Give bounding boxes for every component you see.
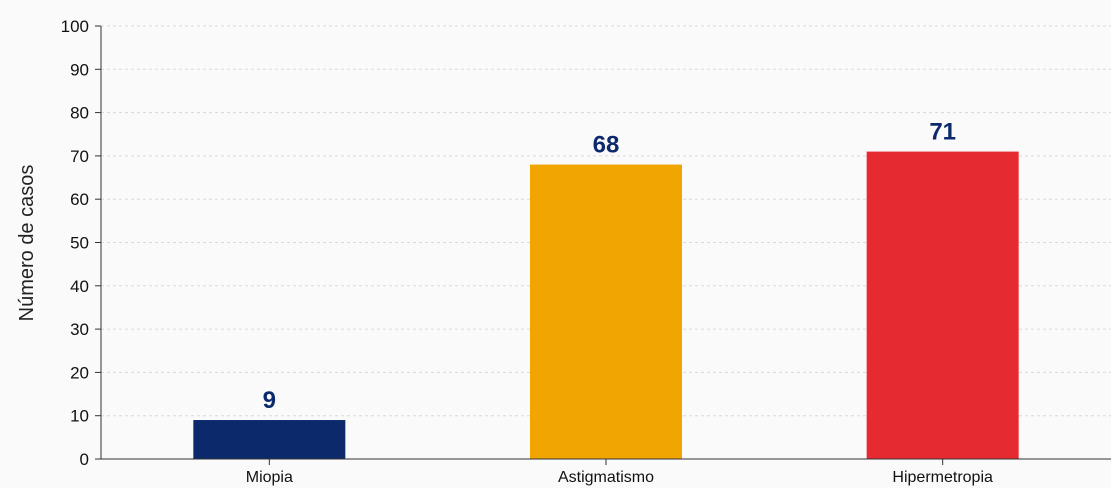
bar-hipermetropia	[866, 151, 1019, 459]
x-tick-label-hipermetropia: Hipermetropia	[892, 469, 993, 486]
data-label-hipermetropia: 71	[929, 119, 956, 146]
y-tick-label: 0	[80, 450, 89, 469]
y-tick-label: 10	[70, 407, 89, 426]
x-axis-ticks: Miopia Astigmatismo Hipermetropia	[246, 459, 993, 486]
y-tick-label: 50	[70, 234, 89, 253]
y-tick-label: 60	[70, 190, 89, 209]
y-axis-ticks: 0 10 20 30 40 50 60 70 80 90 100	[61, 17, 101, 469]
bar-astigmatismo	[530, 164, 682, 459]
data-labels: 9 68 71	[263, 119, 956, 414]
x-tick-label-miopia: Miopia	[246, 469, 293, 486]
y-tick-label: 40	[70, 277, 89, 296]
y-tick-label: 80	[70, 104, 89, 123]
bars	[193, 151, 1019, 459]
data-label-astigmatismo: 68	[593, 132, 620, 159]
data-label-miopia: 9	[263, 387, 276, 414]
bar-miopia	[193, 420, 346, 459]
y-axis-title: Número de casos	[16, 165, 38, 322]
x-tick-label-astigmatismo: Astigmatismo	[558, 469, 654, 486]
y-tick-label: 90	[70, 60, 89, 79]
y-tick-label: 70	[70, 147, 89, 166]
y-tick-label: 20	[70, 363, 89, 382]
y-tick-label: 30	[70, 320, 89, 339]
y-tick-label: 100	[61, 17, 89, 36]
